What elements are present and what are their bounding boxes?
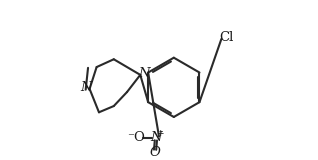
Text: O: O: [150, 146, 161, 159]
Text: Cl: Cl: [219, 31, 233, 44]
Text: N: N: [150, 131, 162, 144]
Text: +: +: [156, 129, 164, 138]
Text: N: N: [138, 67, 149, 80]
Text: N: N: [80, 81, 92, 94]
Text: ⁻O: ⁻O: [127, 131, 145, 144]
